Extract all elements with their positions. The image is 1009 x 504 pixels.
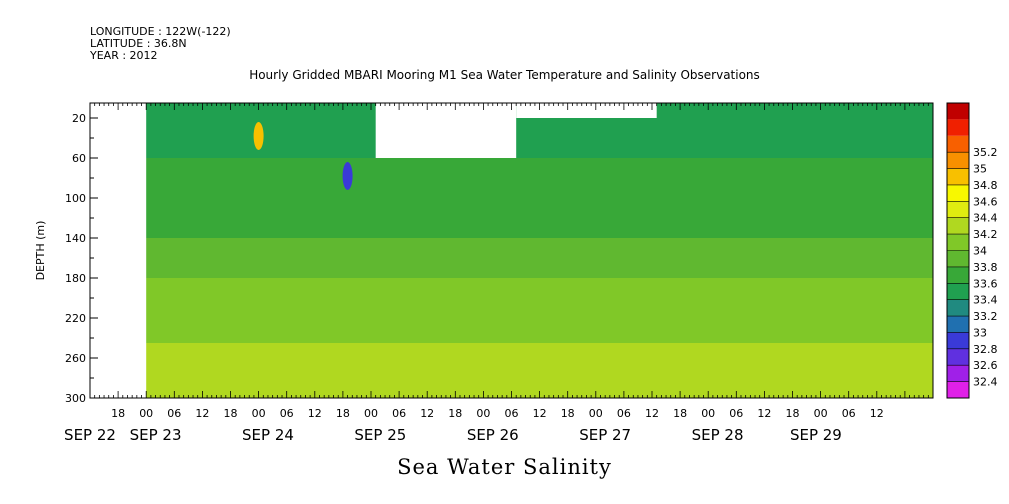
colorbar-label: 34.4: [973, 212, 998, 225]
colorbar-swatch: [947, 250, 969, 267]
x-hour-label: 00: [364, 407, 378, 420]
x-day-label: SEP 25: [354, 426, 406, 444]
x-hour-label: 12: [420, 407, 434, 420]
colorbar-swatch: [947, 135, 969, 153]
colorbar-swatch: [947, 168, 969, 185]
x-hour-label: 12: [308, 407, 322, 420]
salinity-band: [146, 278, 933, 318]
colorbar-swatch: [947, 332, 969, 349]
y-axis: 20 60 100 140 180 220 260 300 DEPTH (m): [34, 112, 98, 405]
colorbar-swatch: [947, 119, 969, 136]
colorbar-label: 33.4: [973, 294, 998, 307]
x-hour-label: 12: [195, 407, 209, 420]
x-day-label: SEP 29: [790, 426, 842, 444]
colorbar-label: 33.6: [973, 277, 998, 290]
y-tick-label: 180: [65, 272, 86, 285]
longitude-label: LONGITUDE : 122W(-122): [90, 25, 231, 38]
x-hour-label: 12: [533, 407, 547, 420]
chart-title: Hourly Gridded MBARI Mooring M1 Sea Wate…: [249, 68, 760, 82]
colorbar-swatch: [947, 316, 969, 333]
colorbar-swatch: [947, 299, 969, 317]
x-hour-label: 00: [814, 407, 828, 420]
colorbar-label: 33: [973, 326, 987, 339]
salinity-band: [146, 158, 933, 198]
x-hour-label: 12: [870, 407, 884, 420]
x-day-label: SEP 27: [579, 426, 631, 444]
y-tick-label: 100: [65, 192, 86, 205]
colorbar-swatch: [947, 184, 969, 202]
y-tick-label: 60: [72, 152, 86, 165]
salinity-anomaly: [342, 162, 353, 190]
salinity-band: [146, 238, 933, 278]
y-axis-label: DEPTH (m): [34, 221, 47, 281]
latitude-label: LATITUDE : 36.8N: [90, 37, 187, 50]
y-tick-label: 220: [65, 312, 86, 325]
salinity-anomaly: [253, 122, 264, 150]
colorbar-label: 35: [973, 163, 987, 176]
x-hour-label: 12: [757, 407, 771, 420]
colorbar-swatch: [947, 266, 969, 284]
colorbar-swatch: [947, 283, 969, 300]
x-day-label: SEP 24: [242, 426, 294, 444]
x-day-label: SEP 22: [64, 426, 116, 444]
x-hour-label: 18: [336, 407, 350, 420]
x-hour-label: 18: [224, 407, 238, 420]
x-axis: 18 00 06 12 18 00 06 12 18 00 06 12 18 00 06 12 18 00 06 12…: [64, 103, 934, 444]
colorbar-label: 33.2: [973, 310, 998, 323]
x-hour-label: 06: [392, 407, 406, 420]
x-hour-label: 00: [701, 407, 715, 420]
salinity-band: [146, 343, 933, 398]
x-hour-label: 18: [111, 407, 125, 420]
colorbar-swatch: [947, 381, 969, 398]
colorbar-swatch: [947, 365, 969, 382]
colorbar-label: 35.2: [973, 146, 998, 159]
x-hour-label: 12: [645, 407, 659, 420]
missing-data-region: [375, 103, 517, 158]
y-tick-label: 20: [72, 112, 86, 125]
colorbar-label: 34: [973, 245, 987, 258]
colorbar: 32.4 32.6 32.8 33 33.2 33.4 33.6 33.8 34 34.2 34.4…: [946, 102, 998, 399]
x-hour-label: 18: [673, 407, 687, 420]
colorbar-swatch: [947, 103, 969, 120]
x-hour-label: 18: [561, 407, 575, 420]
x-hour-label: 18: [448, 407, 462, 420]
colorbar-swatch: [947, 201, 969, 218]
colorbar-label: 32.6: [973, 359, 998, 372]
x-hour-label: 00: [476, 407, 490, 420]
x-hour-label: 18: [786, 407, 800, 420]
missing-data-region: [516, 103, 657, 118]
colorbar-swatch: [947, 348, 969, 366]
salinity-band: [146, 318, 933, 343]
colorbar-label: 34.6: [973, 195, 998, 208]
x-hour-label: 06: [505, 407, 519, 420]
y-tick-label: 260: [65, 352, 86, 365]
x-hour-label: 00: [252, 407, 266, 420]
salinity-field: [146, 103, 933, 398]
colorbar-label: 34.2: [973, 228, 998, 241]
y-tick-label: 140: [65, 232, 86, 245]
x-day-label: SEP 26: [467, 426, 519, 444]
x-hour-label: 00: [139, 407, 153, 420]
year-label: YEAR : 2012: [90, 49, 158, 62]
x-hour-label: 06: [280, 407, 294, 420]
colorbar-label: 33.8: [973, 261, 998, 274]
colorbar-label: 34.8: [973, 179, 998, 192]
colorbar-swatch: [947, 152, 969, 169]
x-hour-label: 06: [167, 407, 181, 420]
colorbar-swatch: [947, 234, 969, 251]
y-tick-label: 300: [65, 392, 86, 405]
x-day-label: SEP 23: [130, 426, 182, 444]
x-hour-label: 06: [617, 407, 631, 420]
colorbar-label: 32.4: [973, 376, 998, 389]
salinity-band: [146, 198, 933, 238]
colorbar-swatch: [947, 217, 969, 235]
x-hour-label: 00: [589, 407, 603, 420]
variable-label: Sea Water Salinity: [397, 455, 612, 479]
x-day-label: SEP 28: [692, 426, 744, 444]
salinity-band: [146, 118, 933, 158]
x-hour-label: 06: [842, 407, 856, 420]
x-hour-label: 06: [729, 407, 743, 420]
colorbar-label: 32.8: [973, 343, 998, 356]
